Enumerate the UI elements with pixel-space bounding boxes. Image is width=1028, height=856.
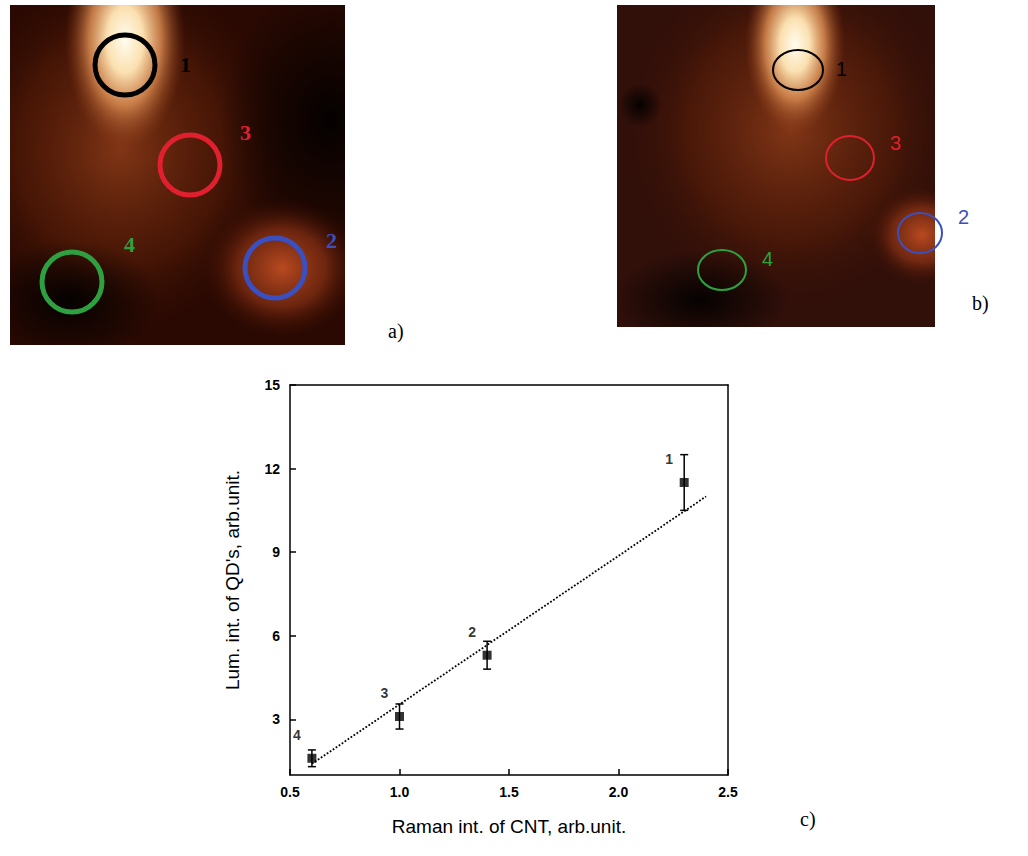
- svg-text:2: 2: [958, 206, 969, 228]
- svg-text:1: 1: [836, 58, 847, 80]
- svg-text:4: 4: [293, 727, 301, 743]
- svg-text:3: 3: [890, 132, 901, 154]
- svg-text:1: 1: [180, 52, 191, 77]
- svg-text:9: 9: [272, 544, 280, 560]
- svg-text:Lum. int. of QD's, arb.unit.: Lum. int. of QD's, arb.unit.: [222, 470, 243, 690]
- svg-text:0.5: 0.5: [280, 784, 300, 800]
- svg-text:3: 3: [272, 711, 280, 727]
- svg-text:c): c): [800, 808, 816, 831]
- svg-text:b): b): [972, 292, 989, 315]
- svg-text:1.5: 1.5: [499, 784, 519, 800]
- svg-text:15: 15: [264, 377, 280, 393]
- svg-text:12: 12: [264, 461, 280, 477]
- svg-text:2.5: 2.5: [718, 784, 738, 800]
- svg-text:2: 2: [468, 624, 476, 640]
- svg-text:2: 2: [326, 228, 337, 253]
- svg-text:a): a): [388, 320, 404, 343]
- svg-text:3: 3: [381, 685, 389, 701]
- svg-text:4: 4: [124, 232, 135, 257]
- svg-text:Raman int. of CNT, arb.unit.: Raman int. of CNT, arb.unit.: [392, 816, 626, 837]
- svg-text:1: 1: [665, 451, 673, 467]
- svg-text:2.0: 2.0: [609, 784, 629, 800]
- svg-text:6: 6: [272, 628, 280, 644]
- svg-text:1.0: 1.0: [390, 784, 410, 800]
- svg-text:4: 4: [762, 248, 773, 270]
- svg-text:3: 3: [240, 120, 251, 145]
